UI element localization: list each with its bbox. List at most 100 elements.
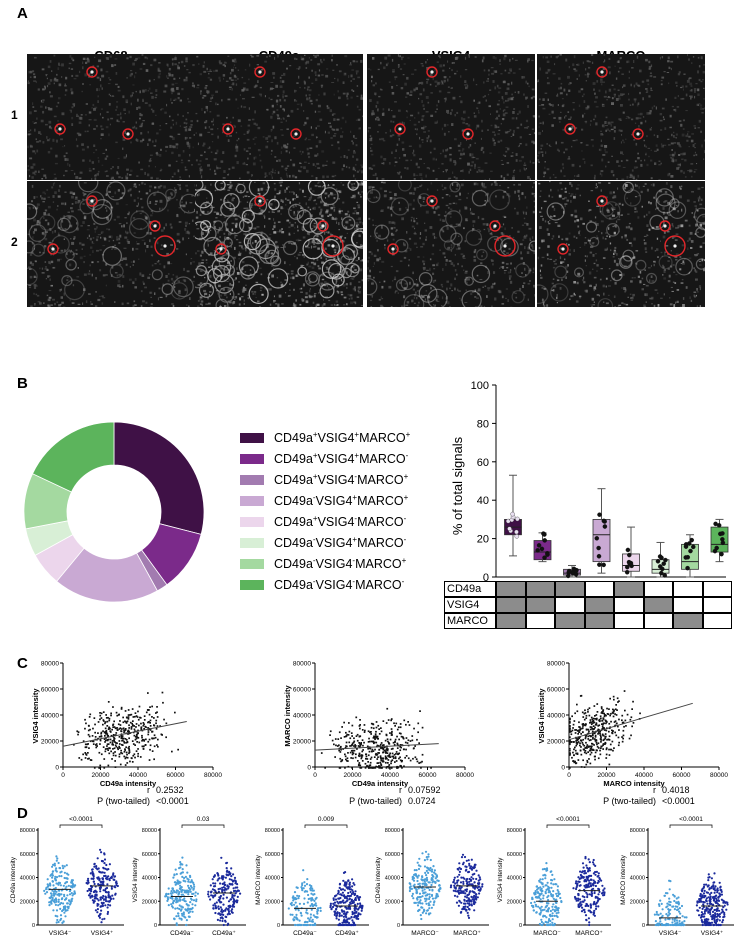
p-value: <0.0001 bbox=[662, 796, 695, 806]
highlight-circle bbox=[596, 66, 608, 78]
r-label: r bbox=[399, 785, 402, 795]
marker-cell bbox=[555, 613, 585, 629]
y-tick-label: 60000 bbox=[20, 852, 35, 858]
micrograph-cd49a-row-2 bbox=[195, 181, 363, 307]
legend-item-7: CD49a-VSIG4-MARCO+ bbox=[240, 555, 406, 572]
highlight-circle bbox=[632, 128, 644, 140]
marker-cell bbox=[673, 597, 703, 613]
y-tick-label: 80000 bbox=[293, 661, 311, 668]
legend-label: CD49a-VSIG4-MARCO- bbox=[274, 576, 405, 593]
marker-cell bbox=[643, 597, 673, 613]
group-label: VSIG4⁺ bbox=[701, 930, 724, 937]
x-tick-label: 80000 bbox=[456, 772, 474, 779]
legend-swatch bbox=[240, 495, 264, 506]
legend-label: CD49a+VSIG4-MARCO- bbox=[274, 513, 407, 530]
x-tick-label: 20000 bbox=[597, 772, 615, 779]
dot-plot-3: 0 20000 40000 60000 80000 MARCO intensity CD49… bbox=[255, 816, 369, 937]
y-tick-label: 0 bbox=[397, 923, 400, 929]
x-tick-label: 40000 bbox=[635, 772, 653, 779]
marker-cell bbox=[496, 613, 526, 629]
y-tick-label: 40000 bbox=[507, 876, 522, 882]
legend-swatch bbox=[240, 537, 264, 548]
highlight-circle bbox=[322, 235, 344, 257]
micrograph-texture bbox=[27, 181, 195, 307]
marker-row-label: VSIG4 bbox=[444, 597, 496, 613]
marker-cell bbox=[702, 597, 732, 613]
donut-slice-1 bbox=[113, 421, 205, 535]
y-tick-label: 0 bbox=[642, 923, 645, 929]
legend-swatch bbox=[240, 579, 264, 590]
box-6 bbox=[651, 541, 670, 578]
p-value-label: 0.03 bbox=[197, 816, 210, 823]
marker-cell bbox=[614, 581, 644, 597]
legend-swatch bbox=[240, 432, 264, 443]
marker-cell bbox=[702, 613, 732, 629]
y-tick-label: 40000 bbox=[385, 876, 400, 882]
y-tick-label: 20000 bbox=[293, 739, 311, 746]
marker-cell bbox=[584, 581, 614, 597]
legend-item-4: CD49a-VSIG4+MARCO+ bbox=[240, 492, 408, 509]
micrograph-texture bbox=[537, 181, 705, 307]
legend-item-3: CD49a+VSIG4-MARCO+ bbox=[240, 471, 408, 488]
p-value: 0.0724 bbox=[408, 796, 436, 806]
y-tick-label: 40000 bbox=[41, 713, 59, 720]
significance-bracket bbox=[181, 824, 225, 828]
group-label: CD49a⁺ bbox=[335, 930, 359, 937]
y-tick-label: 0 bbox=[561, 765, 565, 772]
marker-cell bbox=[643, 613, 673, 629]
y-tick-label: 40000 bbox=[142, 876, 157, 882]
highlight-circle bbox=[489, 220, 501, 232]
highlight-circle bbox=[254, 195, 266, 207]
x-tick-label: 60000 bbox=[672, 772, 690, 779]
x-tick-label: 0 bbox=[567, 772, 571, 779]
marker-cell bbox=[584, 597, 614, 613]
marker-cell bbox=[614, 597, 644, 613]
highlight-circle bbox=[149, 220, 161, 232]
y-tick-label: 60000 bbox=[142, 852, 157, 858]
micrograph-cd68-row-1 bbox=[27, 54, 195, 180]
y-tick-label: 20000 bbox=[20, 899, 35, 905]
y-tick-label: 60000 bbox=[630, 852, 645, 858]
highlight-circle bbox=[222, 123, 234, 135]
legend-label: CD49a+VSIG4+MARCO+ bbox=[274, 429, 411, 446]
y-tick-label: 0 bbox=[307, 765, 311, 772]
legend-swatch bbox=[240, 516, 264, 527]
legend-label: CD49a-VSIG4+MARCO- bbox=[274, 534, 407, 551]
regression-line bbox=[314, 743, 439, 751]
significance-bracket bbox=[304, 824, 348, 828]
y-axis-label: VSIG4 intensity bbox=[132, 857, 139, 903]
correlation-stats: r 0.07592 P (two-tailed) 0.0724 bbox=[317, 785, 440, 807]
x-axis-label: CD49a intensity bbox=[352, 779, 409, 788]
regression-line bbox=[568, 702, 693, 741]
micrograph-texture bbox=[367, 54, 535, 180]
p-label: P (two-tailed) bbox=[603, 796, 656, 806]
highlight-circle bbox=[86, 66, 98, 78]
x-axis-label: CD49a intensity bbox=[100, 779, 157, 788]
marker-cell bbox=[496, 581, 526, 597]
micrograph-marco-row-2 bbox=[537, 181, 705, 307]
y-tick-label: 20000 bbox=[630, 899, 645, 905]
marker-cell bbox=[525, 613, 555, 629]
y-tick-label: 20000 bbox=[265, 899, 280, 905]
legend-swatch bbox=[240, 558, 264, 569]
legend-swatch bbox=[240, 474, 264, 485]
micrograph-vsig4-row-2 bbox=[367, 181, 535, 307]
highlight-circle bbox=[387, 243, 399, 255]
x-tick-label: 60000 bbox=[418, 772, 436, 779]
highlight-circle bbox=[215, 243, 227, 255]
correlation-stats: r 0.4018 P (two-tailed) <0.0001 bbox=[571, 785, 695, 807]
y-tick-label: 60000 bbox=[265, 852, 280, 858]
y-tick-label: 40000 bbox=[265, 876, 280, 882]
box-plot-y-tick: 60 bbox=[477, 457, 489, 469]
y-tick-label: 80000 bbox=[630, 828, 645, 834]
y-tick-label: 80000 bbox=[265, 828, 280, 834]
y-axis-label: MARCO intensity bbox=[620, 854, 627, 905]
donut-slice-8 bbox=[32, 421, 115, 493]
y-tick-label: 80000 bbox=[41, 661, 59, 668]
y-tick-label: 0 bbox=[55, 765, 59, 772]
row-label-1: 1 bbox=[11, 108, 18, 122]
y-tick-label: 40000 bbox=[293, 713, 311, 720]
legend-label: CD49a+VSIG4+MARCO- bbox=[274, 450, 409, 467]
box-plot-y-tick: 100 bbox=[471, 380, 489, 392]
y-tick-label: 20000 bbox=[507, 899, 522, 905]
